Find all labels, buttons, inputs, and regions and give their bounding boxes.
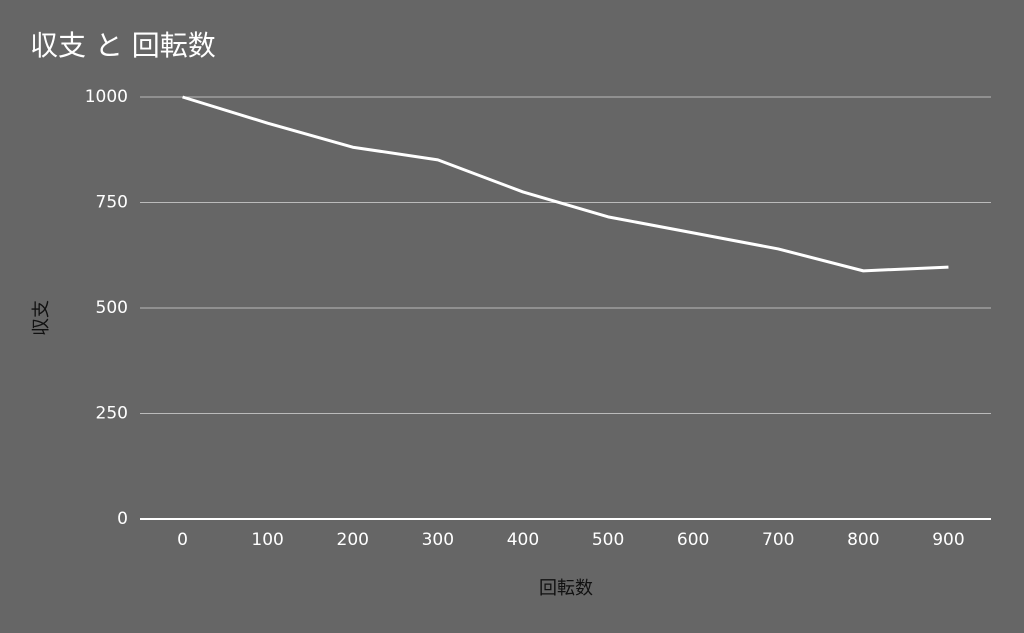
- x-tick-label: 600: [677, 530, 709, 550]
- y-axis-label: 収支: [31, 300, 52, 336]
- x-tick-label: 200: [337, 530, 369, 550]
- y-tick-label: 750: [96, 193, 128, 213]
- x-tick-label: 900: [932, 530, 964, 550]
- chart-title: 収支 と 回転数: [30, 29, 216, 62]
- y-tick-label: 1000: [85, 87, 128, 107]
- x-tick-label: 800: [847, 530, 879, 550]
- x-tick-label: 300: [422, 530, 454, 550]
- y-tick-label: 250: [96, 404, 128, 424]
- x-tick-label: 700: [762, 530, 794, 550]
- line: [182, 95, 949, 273]
- x-tick-label: 0: [177, 530, 188, 550]
- x-tick-label: 100: [251, 530, 283, 550]
- y-tick-label: 500: [96, 298, 128, 318]
- x-axis-label: 回転数: [539, 578, 593, 599]
- y-tick-label: 0: [117, 509, 128, 529]
- x-tick-label: 500: [592, 530, 624, 550]
- x-tick-label: 400: [507, 530, 539, 550]
